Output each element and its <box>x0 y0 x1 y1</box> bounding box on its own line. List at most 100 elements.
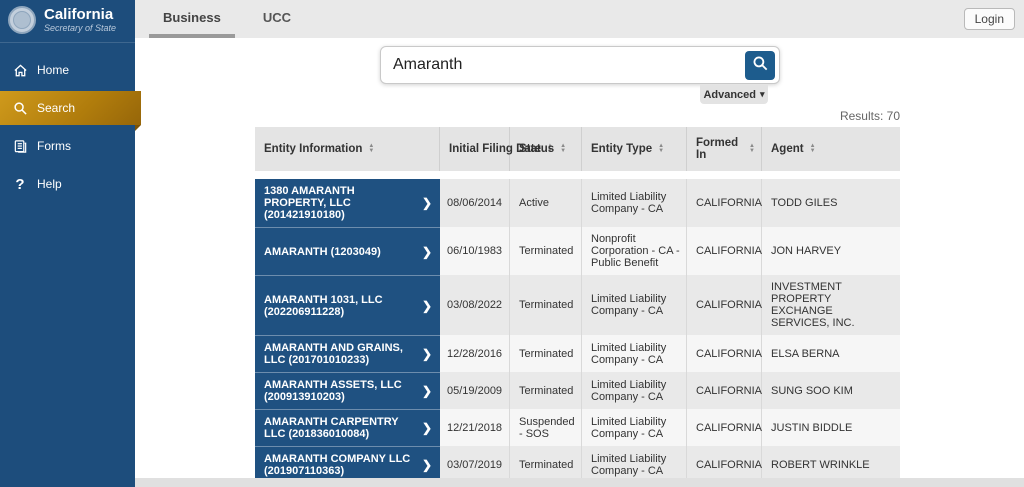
entity-name: 1380 AMARANTH PROPERTY, LLC (20142191018… <box>264 185 355 221</box>
agent-cell: JON HARVEY <box>762 227 900 275</box>
sidebar: California Secretary of State Home Searc… <box>0 0 141 487</box>
entity-link[interactable]: AMARANTH AND GRAINS, LLC (201701010233) ❯ <box>255 335 440 372</box>
entity-link[interactable]: 1380 AMARANTH PROPERTY, LLC (20142191018… <box>255 179 440 227</box>
sidebar-item-label: Forms <box>37 139 71 153</box>
tab-ucc[interactable]: UCC <box>262 10 291 25</box>
entity-name: AMARANTH 1031, LLC (202206911228) <box>264 293 383 318</box>
topbar: Business UCC Login <box>135 0 1024 38</box>
status-cell: Terminated <box>510 446 582 478</box>
agent-cell: SUNG SOO KIM <box>762 372 900 409</box>
chevron-right-icon: ❯ <box>421 347 432 361</box>
magnifier-icon <box>752 55 769 75</box>
sort-icon: ▲ ▼ <box>749 143 755 154</box>
column-header-formed-in[interactable]: Formed In ▲ ▼ <box>687 127 762 171</box>
sidebar-item-home[interactable]: Home <box>0 53 135 87</box>
sidebar-item-search[interactable]: Search <box>0 91 141 131</box>
entity-link[interactable]: AMARANTH (1203049) ❯ <box>255 227 440 275</box>
brand-subtitle: Secretary of State <box>44 22 117 33</box>
chevron-right-icon: ❯ <box>421 384 432 398</box>
filing-date-cell: 12/28/2016 <box>440 335 510 372</box>
results-count: Results: 70 <box>839 109 900 123</box>
formed-in-cell: CALIFORNIA <box>687 275 762 335</box>
chevron-right-icon: ❯ <box>421 244 432 259</box>
table-row: AMARANTH CARPENTRY LLC (201836010084) ❯ 12… <box>255 409 900 446</box>
sort-icon: ▲ ▼ <box>560 143 567 154</box>
status-cell: Terminated <box>510 335 582 372</box>
login-button[interactable]: Login <box>963 8 1015 30</box>
entity-link[interactable]: AMARANTH CARPENTRY LLC (201836010084) ❯ <box>255 409 440 446</box>
sort-icon: ▲ ▼ <box>547 143 553 154</box>
filing-date-cell: 03/08/2022 <box>440 275 510 335</box>
tab-business[interactable]: Business <box>149 10 235 38</box>
entity-link[interactable]: AMARANTH 1031, LLC (202206911228) ❯ <box>255 275 440 335</box>
status-cell: Suspended - SOS <box>510 409 582 446</box>
chevron-right-icon: ❯ <box>421 196 432 210</box>
results-table: Entity Information ▲ ▼ Initial Filing Dat… <box>255 127 900 478</box>
sidebar-nav: Home Search Forms ? Help <box>0 53 141 201</box>
chevron-right-icon: ❯ <box>421 421 432 435</box>
table-body: 1380 AMARANTH PROPERTY, LLC (20142191018… <box>255 179 900 478</box>
sort-icon: ▲ ▼ <box>368 143 375 154</box>
agent-cell: INVESTMENT PROPERTY EXCHANGE SERVICES, I… <box>762 275 900 335</box>
agent-cell: TODD GILES <box>762 179 900 227</box>
table-header: Entity Information ▲ ▼ Initial Filing Dat… <box>255 127 900 171</box>
filing-date-cell: 12/21/2018 <box>440 409 510 446</box>
brand-title: California <box>44 5 114 23</box>
formed-in-cell: CALIFORNIA <box>687 409 762 446</box>
entity-type-cell: Limited Liability Company - CA <box>582 179 687 227</box>
status-cell: Terminated <box>510 372 582 409</box>
entity-type-cell: Limited Liability Company - CA <box>582 446 687 478</box>
table-row: AMARANTH (1203049) ❯ 06/10/1983 Terminated N… <box>255 227 900 275</box>
table-row: AMARANTH COMPANY LLC (201907110363) ❯ 03/0… <box>255 446 900 478</box>
entity-type-cell: Nonprofit Corporation - CA - Public Bene… <box>582 227 687 275</box>
column-header-status[interactable]: Status ▲ ▼ <box>510 127 582 171</box>
entity-name: AMARANTH ASSETS, LLC (200913910203) <box>264 379 402 403</box>
agent-cell: JUSTIN BIDDLE <box>762 409 900 446</box>
sidebar-item-label: Help <box>37 177 62 191</box>
entity-name: AMARANTH CARPENTRY LLC (201836010084) <box>264 416 399 440</box>
sort-icon: ▲ ▼ <box>809 143 816 154</box>
forms-icon <box>12 138 28 154</box>
entity-name: AMARANTH (1203049) <box>264 245 381 258</box>
search-input[interactable] <box>381 56 745 74</box>
entity-type-cell: Limited Liability Company - CA <box>582 409 687 446</box>
search-icon <box>12 100 28 116</box>
filing-date-cell: 05/19/2009 <box>440 372 510 409</box>
advanced-button[interactable]: Advanced ▾ <box>700 85 768 104</box>
column-header-agent[interactable]: Agent ▲ ▼ <box>771 143 816 155</box>
filing-date-cell: 06/10/1983 <box>440 227 510 275</box>
agent-cell: ELSA BERNA <box>762 335 900 372</box>
column-header-entity-information[interactable]: Entity Information ▲ ▼ <box>255 127 440 171</box>
entity-name: AMARANTH COMPANY LLC (201907110363) <box>264 453 411 477</box>
entity-link[interactable]: AMARANTH ASSETS, LLC (200913910203) ❯ <box>255 372 440 409</box>
sidebar-item-label: Search <box>37 101 76 115</box>
chevron-down-icon: ▾ <box>760 89 765 99</box>
column-header-initial-filing-date[interactable]: Initial Filing Date ▲ ▼ <box>440 127 553 171</box>
chevron-right-icon: ❯ <box>421 298 432 313</box>
chevron-right-icon: ❯ <box>421 458 432 472</box>
formed-in-cell: CALIFORNIA <box>687 335 762 372</box>
brand: California Secretary of State <box>0 0 135 43</box>
sidebar-item-help[interactable]: ? Help <box>0 167 135 201</box>
formed-in-cell: CALIFORNIA <box>687 179 762 227</box>
help-icon: ? <box>15 175 25 193</box>
home-icon <box>12 62 28 78</box>
status-cell: Active <box>510 179 582 227</box>
sidebar-item-label: Home <box>37 63 70 77</box>
advanced-label: Advanced <box>703 88 757 101</box>
state-seal-icon <box>8 6 36 34</box>
table-row: 1380 AMARANTH PROPERTY, LLC (20142191018… <box>255 179 900 227</box>
entity-type-cell: Limited Liability Company - CA <box>582 335 687 372</box>
entity-name: AMARANTH AND GRAINS, LLC (201701010233) <box>264 342 403 366</box>
filing-date-cell: 08/06/2014 <box>440 179 510 227</box>
column-header-entity-type[interactable]: Entity Type ▲ ▼ <box>582 127 687 171</box>
horizontal-scrollbar[interactable] <box>135 478 1024 487</box>
status-cell: Terminated <box>510 227 582 275</box>
search-box <box>380 46 780 84</box>
filing-date-cell: 03/07/2019 <box>440 446 510 478</box>
entity-link[interactable]: AMARANTH COMPANY LLC (201907110363) ❯ <box>255 446 440 478</box>
sidebar-item-forms[interactable]: Forms <box>0 129 135 163</box>
table-row: AMARANTH ASSETS, LLC (200913910203) ❯ 05/1… <box>255 372 900 409</box>
sort-icon: ▲ ▼ <box>658 143 665 154</box>
search-button[interactable] <box>745 50 775 80</box>
